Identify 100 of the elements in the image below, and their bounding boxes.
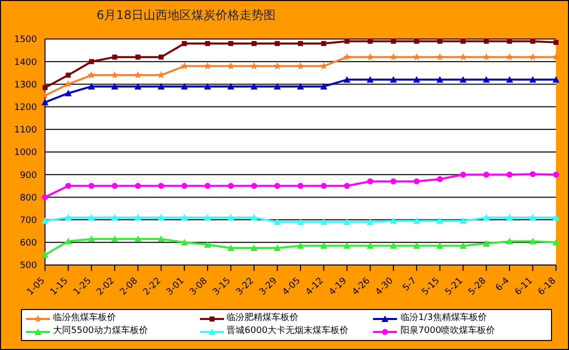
point (158, 236, 165, 242)
point (414, 39, 420, 44)
point (227, 214, 234, 221)
point (553, 172, 559, 178)
point (413, 242, 420, 249)
point (436, 76, 444, 83)
point (158, 54, 164, 60)
point (552, 76, 560, 83)
legend-label: 临汾肥精煤车板价 (226, 312, 300, 325)
point (298, 41, 303, 46)
point (483, 172, 490, 178)
point (297, 82, 304, 90)
point (552, 238, 560, 246)
point (274, 82, 281, 90)
point (390, 217, 397, 224)
point (182, 41, 187, 46)
point (412, 53, 420, 60)
point (42, 194, 48, 200)
point (42, 85, 48, 90)
point (506, 172, 513, 178)
point (42, 98, 48, 106)
point (460, 39, 466, 44)
point (204, 241, 212, 248)
point (180, 82, 188, 90)
point (250, 62, 258, 70)
point (436, 217, 444, 224)
point (88, 182, 94, 189)
point (88, 236, 95, 242)
point (413, 76, 420, 83)
legend-label: 阳泉7000喷吹煤车板价 (399, 325, 496, 338)
point (482, 53, 490, 60)
point (482, 240, 490, 247)
point (552, 53, 560, 60)
point (344, 39, 350, 44)
point (88, 59, 94, 64)
point (250, 214, 258, 221)
point (205, 41, 210, 46)
point (158, 214, 165, 221)
point (390, 242, 397, 249)
x-tick-label: 6-4 (494, 276, 512, 294)
point (112, 54, 118, 60)
chart-title: 6月18日山西地区煤炭价格走势图 (96, 7, 276, 24)
point (506, 53, 514, 60)
point (366, 242, 374, 249)
legend-label: 临汾1/3焦精煤车板价 (399, 312, 488, 325)
point (366, 218, 374, 226)
point (344, 182, 350, 189)
point (390, 76, 397, 83)
point (180, 238, 188, 246)
point (250, 244, 258, 252)
point (227, 62, 235, 70)
point (460, 172, 466, 178)
y-tick-label: 1200 (14, 102, 38, 113)
point (529, 238, 536, 244)
point (320, 242, 328, 249)
legend-label: 大同5500动力煤车板价 (52, 325, 149, 338)
point (181, 182, 188, 189)
point (297, 218, 304, 226)
point (436, 176, 443, 182)
x-tick-label: 5-7 (401, 276, 419, 294)
point (66, 72, 71, 78)
y-tick-label: 1100 (14, 126, 38, 136)
point (343, 76, 350, 83)
point (134, 82, 142, 90)
point (390, 178, 396, 184)
point (64, 214, 72, 221)
point (484, 39, 489, 44)
point (204, 62, 212, 70)
point (554, 40, 558, 45)
y-tick-label: 1300 (14, 80, 38, 90)
y-tick-label: 1400 (14, 58, 38, 68)
point (460, 76, 467, 83)
point (227, 82, 234, 90)
y-tick-label: 500 (20, 261, 38, 272)
point (274, 218, 281, 226)
point (111, 214, 118, 221)
point (343, 242, 350, 249)
point (321, 41, 326, 46)
point (158, 82, 165, 90)
point (482, 214, 490, 221)
point (506, 214, 514, 221)
point (366, 53, 374, 60)
point (250, 82, 258, 90)
point (459, 53, 467, 60)
point (228, 182, 234, 189)
point (65, 182, 72, 189)
point (367, 178, 374, 184)
legend-label: 临汾焦煤车板价 (52, 312, 117, 325)
y-tick-label: 1500 (14, 35, 38, 46)
point (343, 218, 350, 226)
point (204, 82, 212, 90)
point (273, 62, 282, 70)
point (530, 39, 536, 44)
point (88, 82, 95, 90)
point (158, 182, 164, 189)
point (298, 182, 304, 189)
point (320, 218, 328, 226)
point (227, 244, 234, 252)
point (552, 214, 560, 221)
point (529, 214, 536, 221)
